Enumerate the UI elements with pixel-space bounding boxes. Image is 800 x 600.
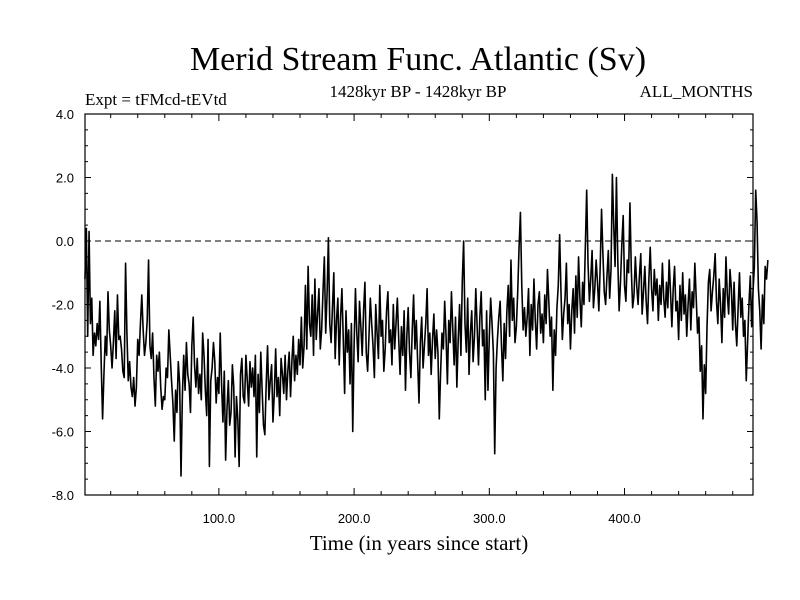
y-tick-label: 2.0: [56, 171, 74, 186]
x-tick-label: 300.0: [473, 511, 506, 526]
x-tick-label: 100.0: [203, 511, 236, 526]
tick-layer: 4.0 2.0 0.0 -2.0 -4.0 -6.0 -8.0 100.0 200.0 300.0…: [52, 107, 753, 526]
y-tick-label: 4.0: [56, 107, 74, 122]
y-tick-label: -8.0: [52, 488, 74, 503]
series-line: [84, 173, 769, 477]
y-tick-label: -4.0: [52, 361, 74, 376]
period-label: 1428kyr BP - 1428kyr BP: [330, 82, 507, 101]
y-tick-label: -6.0: [52, 425, 74, 440]
x-axis-label: Time (in years since start): [310, 531, 529, 555]
months-label: ALL_MONTHS: [640, 82, 753, 101]
chart-title: Merid Stream Func. Atlantic (Sv): [190, 41, 646, 78]
y-tick-label: -2.0: [52, 298, 74, 313]
y-tick-label: 0.0: [56, 234, 74, 249]
x-tick-label: 200.0: [338, 511, 371, 526]
series-layer: [84, 173, 769, 477]
experiment-label: Expt = tFMcd-tEVtd: [85, 90, 227, 109]
x-tick-label: 400.0: [608, 511, 641, 526]
